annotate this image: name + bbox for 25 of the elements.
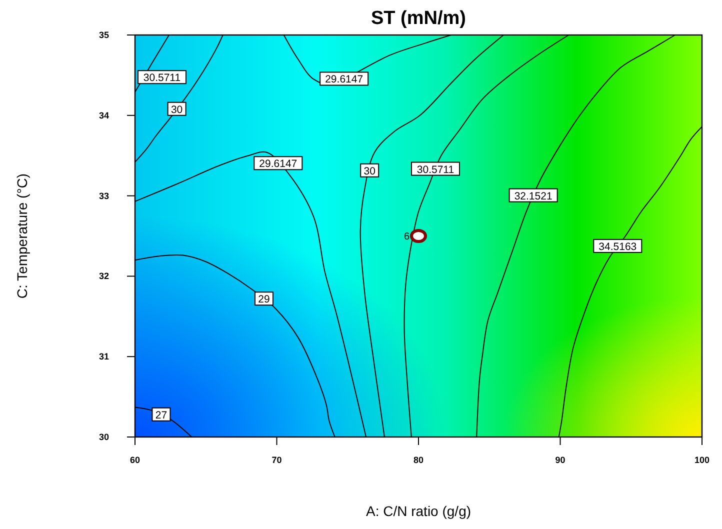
- y-tick-label: 33: [98, 190, 109, 201]
- y-tick-label: 34: [98, 110, 109, 120]
- y-tick-label: 30: [98, 432, 109, 442]
- series-label: 30.5711: [143, 72, 181, 84]
- x-tick-label: 60: [130, 455, 140, 465]
- series-label: 29.6147: [325, 74, 364, 86]
- x-tick-label: 80: [413, 455, 424, 465]
- chart-title: ST (mN/m): [371, 8, 466, 29]
- series-label: 30: [170, 104, 183, 116]
- y-tick-label: 32: [98, 271, 109, 282]
- series-label: 34.5163: [598, 240, 637, 253]
- x-tick-label: 100: [694, 455, 710, 465]
- y-tick-label: 35: [98, 30, 109, 40]
- y-tick-label: 31: [98, 352, 109, 362]
- annotation: 6: [404, 232, 410, 242]
- series-label: 30.5711: [416, 164, 454, 176]
- y-axis-title: C: Temperature (°C): [14, 173, 30, 299]
- series-label: 29.6147: [259, 158, 298, 170]
- series-label: 29: [258, 294, 270, 306]
- x-axis-title: A: C/N ratio (g/g): [366, 503, 472, 519]
- series-label: 32.1521: [514, 190, 552, 202]
- series-label: 27: [155, 409, 168, 422]
- x-tick-label: 70: [272, 455, 282, 465]
- x-tick-label: 90: [555, 455, 566, 465]
- series-label: 30: [364, 165, 376, 178]
